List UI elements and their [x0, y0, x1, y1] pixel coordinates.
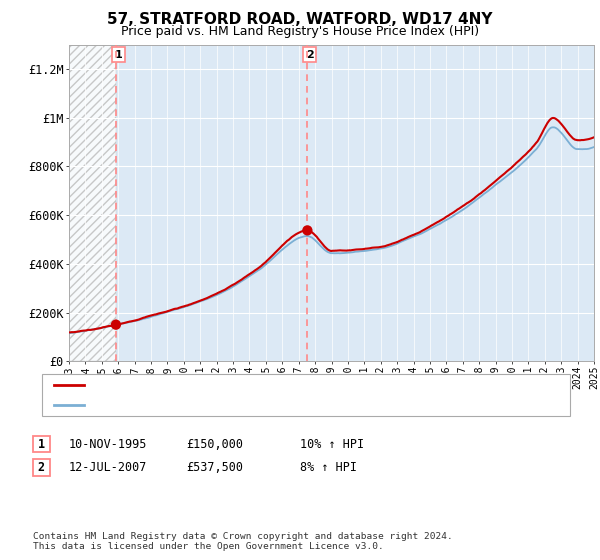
Text: Price paid vs. HM Land Registry's House Price Index (HPI): Price paid vs. HM Land Registry's House …	[121, 25, 479, 38]
Text: Contains HM Land Registry data © Crown copyright and database right 2024.
This d: Contains HM Land Registry data © Crown c…	[33, 532, 453, 552]
Text: 12-JUL-2007: 12-JUL-2007	[69, 461, 148, 474]
Text: 2: 2	[38, 461, 45, 474]
Text: 8% ↑ HPI: 8% ↑ HPI	[300, 461, 357, 474]
Point	[302, 226, 312, 235]
Text: 57, STRATFORD ROAD, WATFORD, WD17 4NY (detached house): 57, STRATFORD ROAD, WATFORD, WD17 4NY (d…	[90, 380, 455, 390]
Text: 57, STRATFORD ROAD, WATFORD, WD17 4NY: 57, STRATFORD ROAD, WATFORD, WD17 4NY	[107, 12, 493, 27]
Text: £537,500: £537,500	[186, 461, 243, 474]
Text: 1: 1	[38, 437, 45, 451]
Text: £150,000: £150,000	[186, 437, 243, 451]
Text: 2: 2	[306, 49, 314, 59]
Point	[111, 320, 121, 329]
Text: 1: 1	[115, 49, 122, 59]
Text: 10% ↑ HPI: 10% ↑ HPI	[300, 437, 364, 451]
Text: 10-NOV-1995: 10-NOV-1995	[69, 437, 148, 451]
Text: HPI: Average price, detached house, Watford: HPI: Average price, detached house, Watf…	[90, 400, 380, 410]
